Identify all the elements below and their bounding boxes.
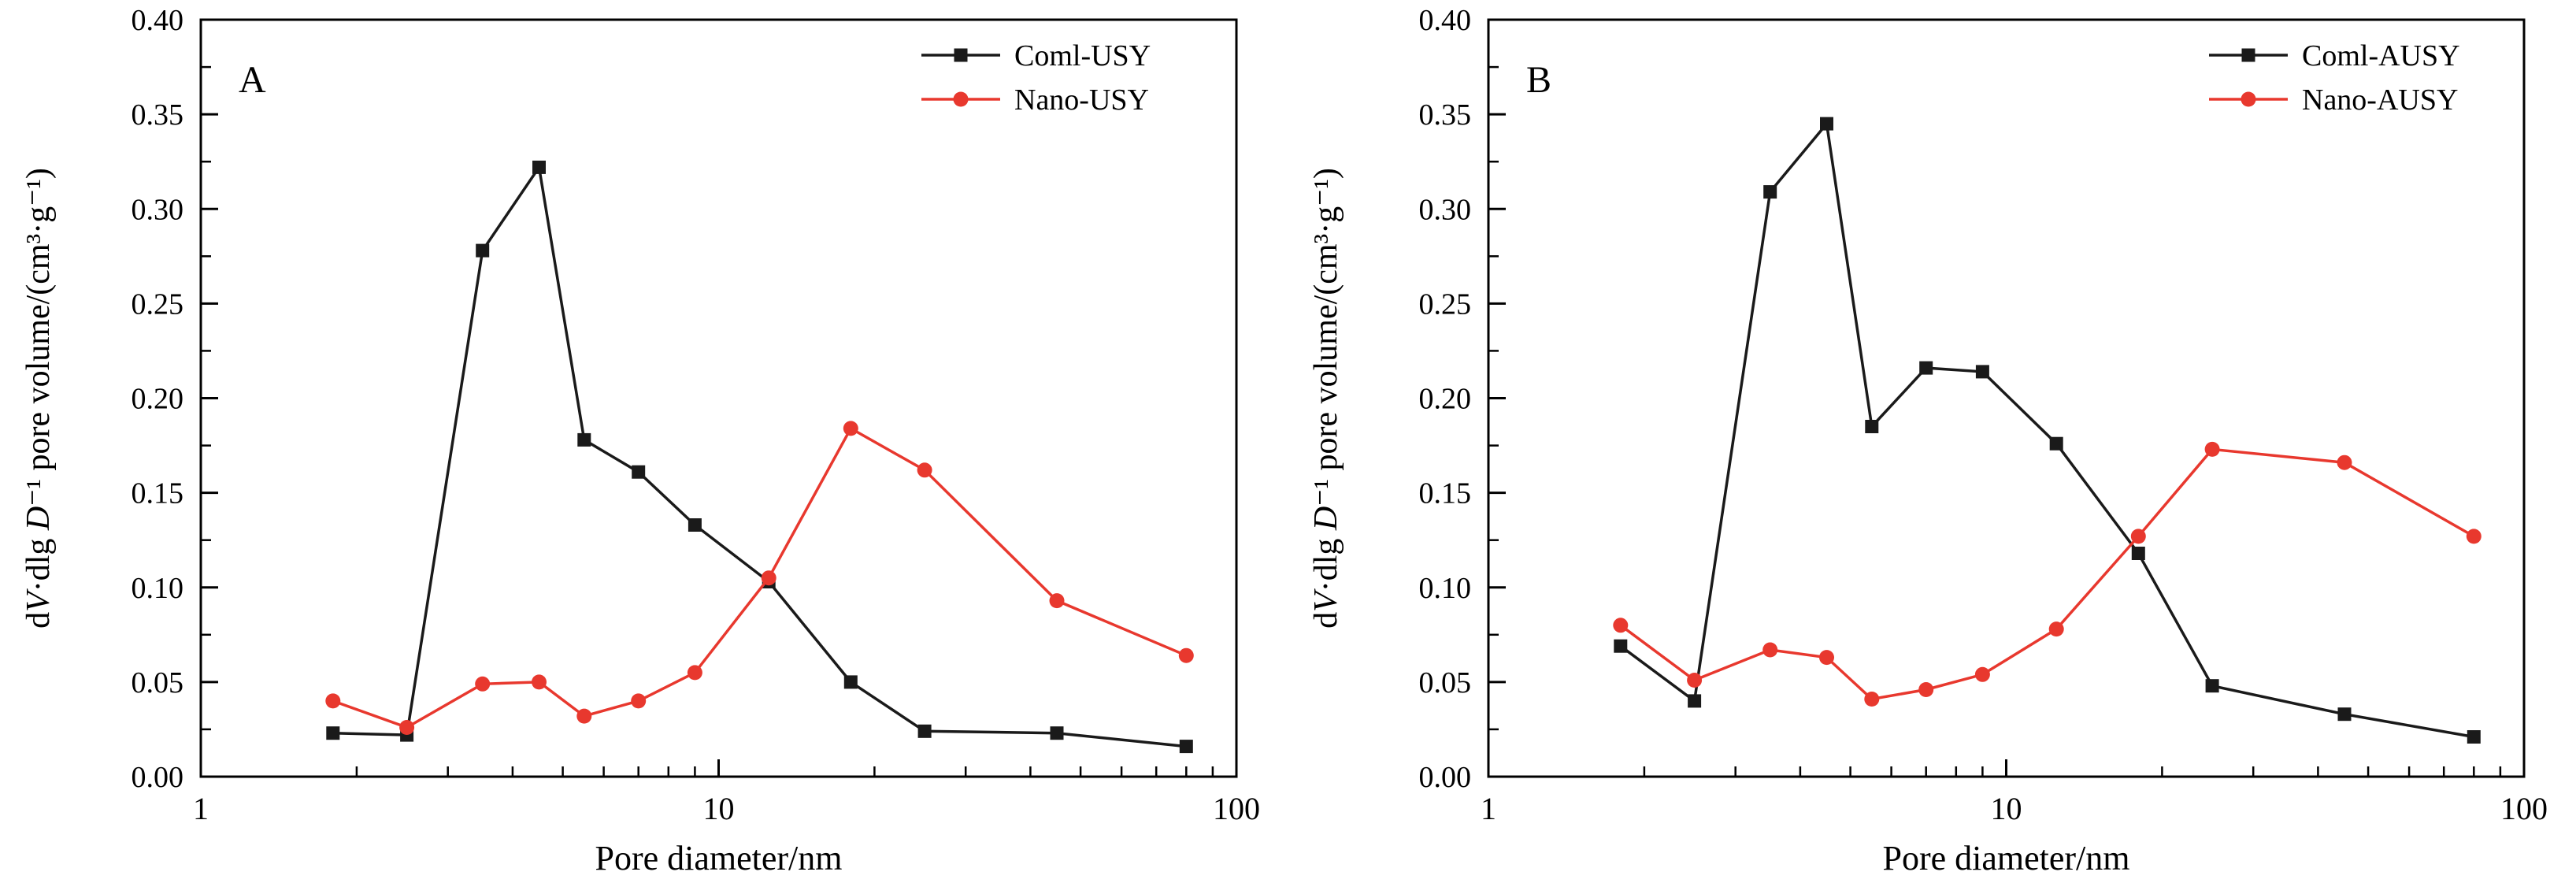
data-point-circle — [325, 693, 341, 709]
y-tick-label: 0.40 — [1419, 4, 1472, 37]
data-point-circle — [687, 665, 702, 681]
y-tick-label: 0.00 — [1419, 761, 1472, 794]
data-point-square — [1763, 185, 1777, 199]
y-tick-label: 0.20 — [1419, 383, 1472, 416]
data-point-square — [2049, 436, 2063, 451]
legend-marker-square — [954, 48, 968, 62]
data-point-square — [1688, 694, 1702, 708]
data-point-square — [1050, 726, 1064, 740]
x-tick-label: 100 — [2500, 791, 2548, 826]
data-point-circle — [1762, 642, 1778, 658]
y-tick-label: 0.15 — [1419, 477, 1472, 510]
legend-marker-circle — [953, 91, 969, 107]
data-point-circle — [1918, 682, 1934, 697]
y-tick-label: 0.25 — [1419, 288, 1472, 321]
data-point-circle — [1819, 650, 1834, 666]
panel-a: 0.00 0.05 0.10 0.15 0.20 0.25 0.30 0.35 0.40 1 10 1… — [20, 4, 1260, 877]
data-point-circle — [1049, 593, 1065, 609]
data-point-circle — [1178, 647, 1194, 663]
data-point-square — [2205, 679, 2219, 693]
data-point-square — [1865, 420, 1879, 433]
data-point-circle — [532, 674, 547, 690]
data-point-square — [917, 724, 932, 738]
y-tick-label: 0.30 — [132, 193, 184, 226]
y-tick-label: 0.25 — [132, 288, 184, 321]
y-tick-label: 0.10 — [1419, 572, 1472, 605]
x-axis-title: Pore diameter/nm — [595, 839, 842, 877]
panel-letter: A — [239, 59, 266, 101]
y-tick-label: 0.35 — [1419, 98, 1472, 132]
data-point-circle — [1974, 666, 1990, 682]
x-tick-label: 10 — [1991, 791, 2022, 826]
data-point-square — [2131, 547, 2145, 560]
data-point-square — [326, 726, 340, 740]
data-point-square — [632, 465, 646, 479]
x-tick-label: 10 — [703, 791, 735, 826]
series-line-coml-ausy — [1619, 120, 2474, 739]
y-tick-label: 0.35 — [132, 98, 184, 132]
y-tick-label: 0.00 — [132, 761, 184, 794]
y-tick-label: 0.15 — [132, 477, 184, 510]
data-point-circle — [843, 421, 858, 436]
y-tick-label: 0.20 — [132, 383, 184, 416]
data-point-square — [688, 518, 702, 532]
data-point-square — [532, 160, 546, 174]
data-point-square — [1975, 365, 1989, 379]
x-tick-label: 1 — [193, 791, 209, 826]
legend-marker-square — [2241, 48, 2255, 62]
data-point-square — [577, 432, 591, 447]
data-point-circle — [917, 462, 932, 478]
data-point-circle — [1864, 692, 1880, 707]
data-point-circle — [1687, 673, 1703, 688]
data-point-circle — [2048, 621, 2064, 637]
y-tick-label: 0.05 — [1419, 666, 1472, 699]
data-point-square — [2467, 730, 2481, 744]
data-point-circle — [576, 708, 592, 724]
chart-panel-b: 0.00 0.05 0.10 0.15 0.20 0.25 0.30 0.35 0.40 1 10 1… — [1308, 4, 2548, 877]
series-line-coml-usy — [332, 163, 1187, 748]
legend-label: Nano-AUSY — [2302, 83, 2458, 117]
data-point-square — [843, 675, 858, 689]
data-point-circle — [399, 720, 415, 735]
data-point-circle — [475, 676, 491, 692]
x-tick-label: 100 — [1213, 791, 1260, 826]
data-point-circle — [2204, 441, 2220, 457]
y-axis-title: dV·dlg D⁻¹ pore volume/(cm³·g⁻¹) — [1308, 168, 1344, 629]
data-point-circle — [761, 570, 777, 586]
data-point-square — [1919, 361, 1933, 375]
y-tick-label: 0.40 — [132, 4, 184, 37]
data-point-circle — [1613, 618, 1629, 633]
data-point-circle — [631, 693, 647, 709]
data-point-circle — [2337, 454, 2352, 470]
y-tick-label: 0.10 — [132, 572, 184, 605]
legend-label: Coml-AUSY — [2302, 39, 2460, 72]
panel-letter: B — [1526, 59, 1551, 101]
x-axis-title: Pore diameter/nm — [1882, 839, 2129, 877]
legend-label: Nano-USY — [1014, 83, 1149, 117]
y-tick-label: 0.05 — [132, 666, 184, 699]
data-point-circle — [2466, 529, 2481, 544]
legend-label: Coml-USY — [1014, 39, 1151, 72]
y-tick-label: 0.30 — [1419, 193, 1472, 226]
data-point-square — [1179, 740, 1193, 754]
panel-b: 0.00 0.05 0.10 0.15 0.20 0.25 0.30 0.35 0.40 1 10 1… — [1288, 0, 2575, 883]
data-point-square — [1820, 117, 1833, 131]
y-axis-title: dV·dlg D⁻¹ pore volume/(cm³·g⁻¹) — [20, 168, 57, 629]
series-line-nano-ausy — [1619, 447, 2475, 701]
legend-marker-circle — [2241, 91, 2256, 107]
x-tick-label: 1 — [1481, 791, 1496, 826]
data-point-square — [2337, 707, 2352, 722]
plot-frame — [199, 18, 1238, 778]
series-line-nano-usy — [332, 426, 1187, 729]
data-point-square — [1614, 639, 1628, 653]
chart-panel-a: 0.00 0.05 0.10 0.15 0.20 0.25 0.30 0.35 0.40 1 10 1… — [20, 4, 1260, 877]
data-point-square — [476, 243, 490, 258]
data-point-circle — [2130, 529, 2146, 544]
